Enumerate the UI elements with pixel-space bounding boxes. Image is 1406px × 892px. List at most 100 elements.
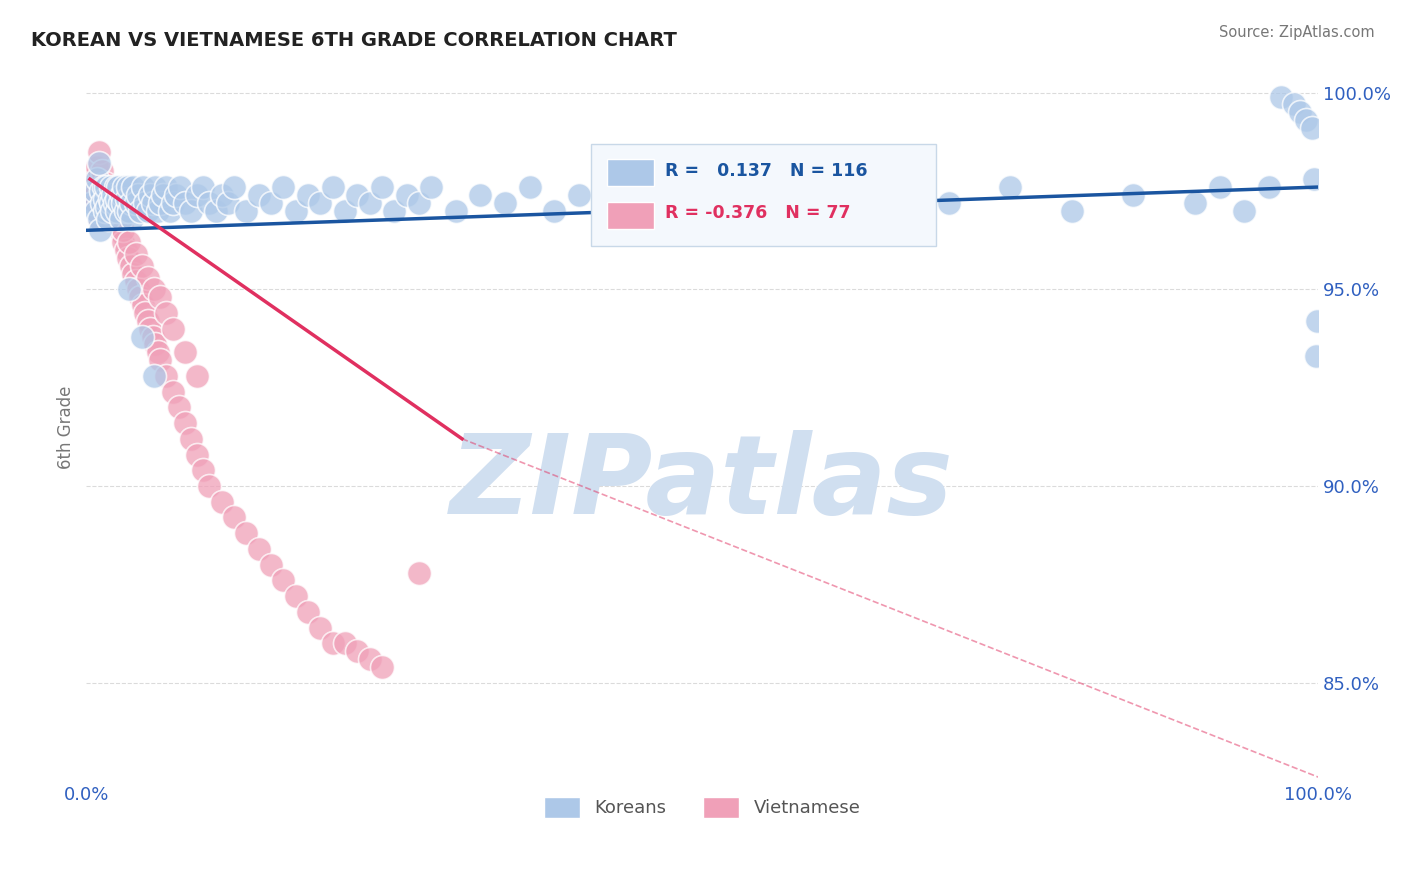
Point [84,188,107,202]
Point [359,652,381,666]
Point [112,195,135,210]
Point [152,188,174,202]
Point [94,180,117,194]
Point [1060,203,1083,218]
Point [136,314,159,328]
Point [105,195,128,210]
Point [322,636,344,650]
Point [146,345,169,359]
Point [127,188,149,202]
Point [765,188,787,202]
Point [568,188,591,202]
Point [98,211,121,226]
Point [143,368,166,383]
Point [110,211,132,226]
Point [167,401,190,415]
Point [666,188,689,202]
Point [297,188,319,202]
Point [108,195,131,210]
Point [790,195,813,210]
Point [180,432,202,446]
Point [408,566,430,580]
Point [90,184,112,198]
Point [84,184,107,198]
Point [333,203,356,218]
Point [111,227,134,242]
Point [814,180,837,194]
Point [127,282,149,296]
Point [143,337,166,351]
Point [346,644,368,658]
Point [114,243,136,257]
Point [118,282,141,296]
Point [108,211,131,226]
Point [97,180,120,194]
Point [105,211,128,226]
Point [1122,188,1144,202]
Point [91,164,114,178]
Point [235,526,257,541]
Point [1282,97,1305,112]
Point [101,203,124,218]
Point [155,368,177,383]
Point [159,203,181,218]
Point [309,621,332,635]
Point [120,259,142,273]
Point [371,180,394,194]
Point [96,200,118,214]
Point [149,290,172,304]
Point [120,195,142,210]
Point [87,156,110,170]
Point [94,203,117,218]
Point [211,494,233,508]
Point [103,188,125,202]
Point [131,329,153,343]
Point [86,161,108,175]
Point [114,203,136,218]
Point [121,211,143,226]
Point [169,180,191,194]
Point [98,192,121,206]
Point [142,195,165,210]
Point [83,180,105,194]
Point [1270,89,1292,103]
FancyBboxPatch shape [607,202,654,228]
Text: Source: ZipAtlas.com: Source: ZipAtlas.com [1219,25,1375,40]
Point [1306,314,1329,328]
Legend: Koreans, Vietnamese: Koreans, Vietnamese [537,789,868,825]
Point [273,180,295,194]
Point [84,195,107,210]
Point [173,345,195,359]
Point [124,275,146,289]
Point [162,321,184,335]
Point [273,574,295,588]
Point [284,203,307,218]
Point [211,188,233,202]
Point [131,259,153,273]
Point [87,145,110,159]
Point [136,203,159,218]
Point [284,589,307,603]
Point [198,195,221,210]
Point [359,195,381,210]
Point [134,306,156,320]
Point [117,251,139,265]
Point [1208,180,1230,194]
Point [122,267,145,281]
Point [382,203,405,218]
Point [136,270,159,285]
Point [162,384,184,399]
Point [1303,172,1326,186]
Point [104,211,127,226]
Point [297,605,319,619]
Y-axis label: 6th Grade: 6th Grade [58,385,75,468]
Point [740,203,762,218]
Point [494,195,516,210]
Point [132,298,155,312]
Point [115,192,138,206]
Point [162,195,184,210]
Text: R =   0.137   N = 116: R = 0.137 N = 116 [665,161,868,179]
Point [346,188,368,202]
Point [173,195,195,210]
Point [142,329,165,343]
